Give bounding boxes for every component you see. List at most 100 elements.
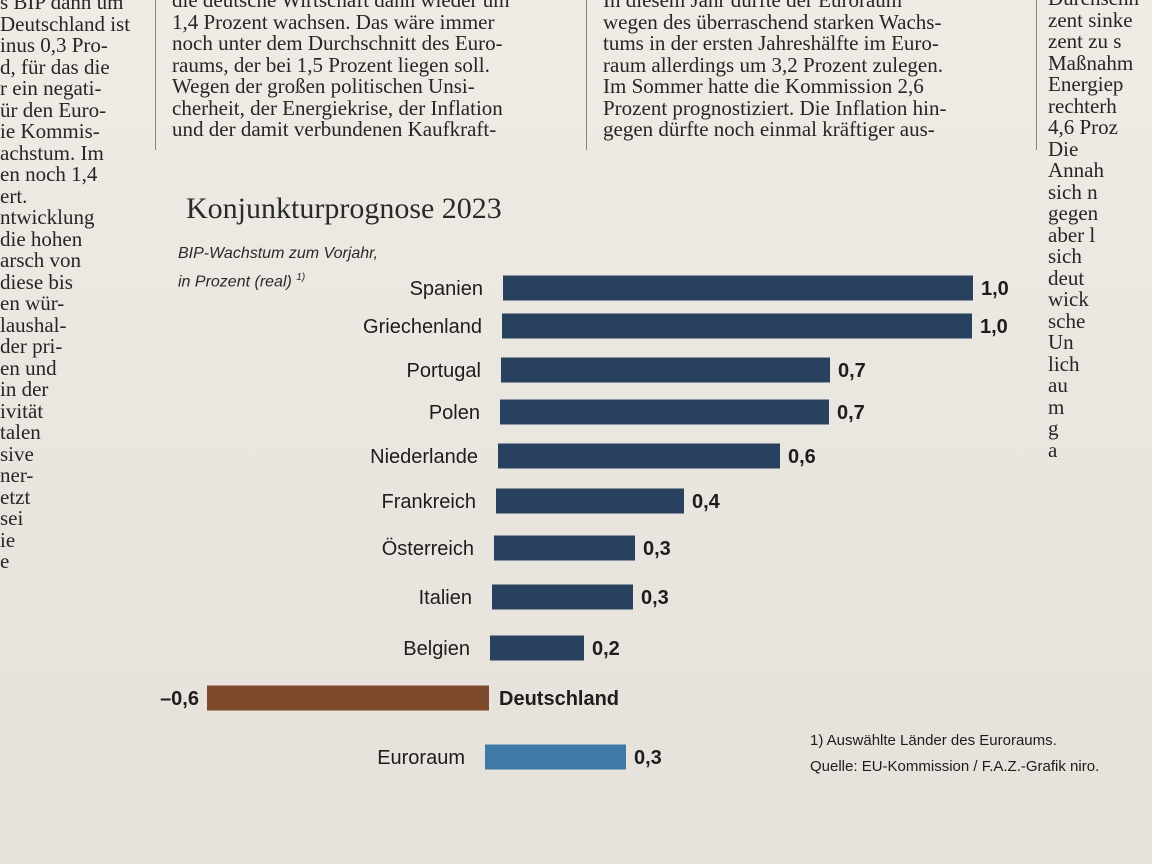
- article-line: Im Sommer hatte die Kommission 2,6: [603, 74, 924, 98]
- bar-frankreich: [496, 488, 684, 514]
- chart-subtitle-line-2: in Prozent (real) 1): [178, 266, 378, 294]
- article-line: aber l: [1048, 222, 1096, 247]
- value-label: –0,6: [160, 688, 199, 710]
- article-line: gegen: [1048, 201, 1099, 225]
- value-label: 0,3: [641, 587, 669, 609]
- article-line: sich n: [1048, 179, 1098, 204]
- article-line: lich: [1048, 351, 1080, 376]
- article-line: r ein negati-: [0, 76, 102, 100]
- article-line: tums in der ersten Jahreshälfte im Euro-: [603, 31, 939, 55]
- category-label: Österreich: [382, 538, 474, 560]
- article-line: raum allerdings um 3,2 Prozent zulegen.: [603, 52, 943, 77]
- article-column-middle: die deutsche Wirtschaft dann wieder um 1,…: [172, 0, 572, 141]
- article-line: a: [1048, 437, 1058, 461]
- article-line: sich: [1048, 244, 1082, 268]
- value-label: 0,6: [788, 446, 816, 468]
- article-line: Prozent prognostiziert. Die Inflation hi…: [603, 95, 947, 120]
- article-line: achstum. Im: [0, 140, 104, 165]
- article-line: arsch von: [0, 248, 82, 272]
- chart-title: Konjunkturprognose 2023: [186, 192, 502, 225]
- category-label: Niederlande: [370, 446, 478, 468]
- article-line: ner-: [0, 463, 34, 487]
- article-line: Un: [1048, 330, 1074, 354]
- category-label: Portugal: [407, 360, 482, 382]
- bar-portugal: [501, 357, 830, 383]
- article-line: wick: [1048, 287, 1089, 311]
- article-line: ivität: [0, 398, 44, 423]
- article-line: der pri-: [0, 334, 63, 358]
- bar-österreich: [494, 535, 635, 561]
- article-line: s BIP dann um: [0, 0, 124, 14]
- article-line: talen: [0, 420, 41, 444]
- category-label: Deutschland: [499, 688, 619, 710]
- article-line: Die: [1048, 136, 1079, 161]
- article-line: In diesem Jahr dürfte der Euroraum: [603, 0, 903, 12]
- article-line: en noch 1,4: [0, 162, 98, 186]
- bar-belgien: [490, 635, 584, 661]
- article-line: Maßnahm: [1048, 50, 1134, 75]
- bar-deutschland: [207, 685, 489, 711]
- article-line: sive: [0, 441, 34, 466]
- category-label: Italien: [419, 587, 472, 609]
- value-label: 0,3: [634, 747, 662, 769]
- chart-subtitle: BIP-Wachstum zum Vorjahr, in Prozent (re…: [178, 242, 378, 294]
- article-line: en wür-: [0, 291, 65, 315]
- article-column-right: In diesem Jahr dürfte der Euroraum wegen …: [603, 0, 1033, 141]
- article-line: ntwicklung: [0, 205, 95, 229]
- bar-polen: [500, 399, 829, 425]
- column-rule: [155, 0, 156, 150]
- article-line: und der damit verbundenen Kaufkraft-: [172, 117, 497, 141]
- bar-italien: [492, 584, 633, 610]
- article-line: e: [0, 549, 10, 573]
- article-line: Energiep: [1048, 72, 1124, 96]
- article-line: ie Kommis-: [0, 119, 100, 143]
- value-label: 1,0: [980, 316, 1008, 338]
- category-label: Spanien: [410, 278, 483, 300]
- chart-source: Quelle: EU-Kommission / F.A.Z.-Grafik ni…: [810, 758, 1100, 775]
- article-line: wegen des überraschend starken Wachs-: [603, 9, 942, 34]
- article-line: ert.: [0, 183, 28, 208]
- article-line: zent sinke: [1048, 7, 1133, 32]
- article-line: raums, der bei 1,5 Prozent liegen soll.: [172, 52, 490, 77]
- article-line: cherheit, der Energiekrise, der Inflatio…: [172, 95, 503, 120]
- column-rule: [586, 0, 587, 150]
- article-line: m: [1048, 394, 1065, 419]
- category-label: Euroraum: [377, 747, 465, 769]
- bar-niederlande: [498, 443, 780, 469]
- article-line: Annah: [1048, 158, 1104, 182]
- article-line: au: [1048, 373, 1068, 397]
- article-line: noch unter dem Durchschnitt des Euro-: [172, 31, 503, 55]
- bar-griechenland: [502, 313, 972, 339]
- category-label: Belgien: [403, 638, 470, 660]
- article-line: die hohen: [0, 226, 83, 251]
- article-line: g: [1048, 416, 1059, 440]
- article-line: Wegen der großen politischen Unsi-: [172, 74, 475, 98]
- article-line: diese bis: [0, 269, 73, 294]
- article-line: ür den Euro-: [0, 97, 107, 122]
- article-line: sei: [0, 506, 24, 530]
- category-label: Polen: [429, 402, 480, 424]
- article-line: Durchschn: [1048, 0, 1152, 10]
- article-line: Deutschland ist: [0, 11, 131, 36]
- chart-footnote: 1) Auswählte Länder des Euroraums.: [810, 732, 1057, 749]
- value-label: 1,0: [981, 278, 1009, 300]
- column-rule: [1036, 0, 1037, 150]
- article-line: sche: [1048, 308, 1086, 333]
- article-line: inus 0,3 Pro-: [0, 33, 108, 57]
- article-line: etzt: [0, 484, 31, 509]
- value-label: 0,7: [838, 360, 866, 382]
- article-line: zent zu s: [1048, 29, 1122, 53]
- value-label: 0,7: [837, 402, 865, 424]
- chart-subtitle-line-1: BIP-Wachstum zum Vorjahr,: [178, 245, 379, 262]
- article-line: gegen dürfte noch einmal kräftiger aus-: [603, 117, 935, 141]
- article-column-left: s BIP dann um Deutschland ist inus 0,3 Pro…: [0, 0, 142, 573]
- value-label: 0,2: [592, 638, 620, 660]
- bar-euroraum: [485, 744, 626, 770]
- value-label: 0,3: [643, 538, 671, 560]
- article-line: die deutsche Wirtschaft dann wieder um: [172, 0, 510, 12]
- article-line: 1,4 Prozent wachsen. Das wäre immer: [172, 9, 495, 34]
- article-line: laushal-: [0, 312, 67, 337]
